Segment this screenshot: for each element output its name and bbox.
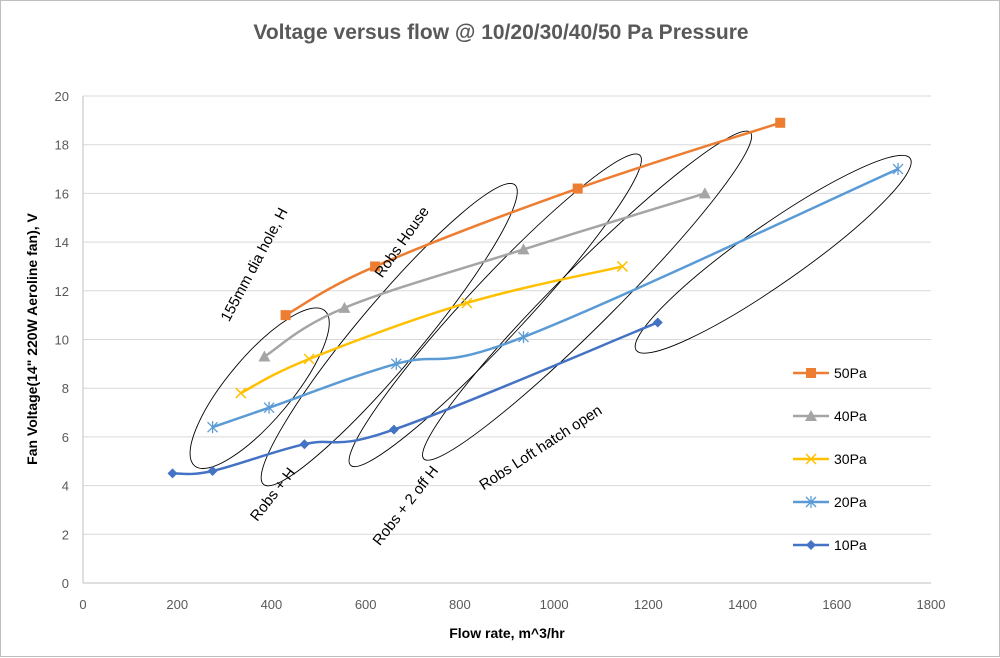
chart-title: Voltage versus flow @ 10/20/30/40/50 Pa …	[253, 21, 748, 44]
data-point-50pa	[370, 261, 381, 272]
legend-label-20pa: 20Pa	[834, 494, 867, 510]
y-tick-label: 10	[55, 333, 69, 348]
data-point-50pa	[280, 310, 291, 321]
data-point-30pa	[616, 260, 628, 272]
x-tick-label: 400	[261, 597, 283, 612]
legend-item-30pa: 30Pa	[793, 451, 867, 467]
x-axis-title: Flow rate, m^3/hr	[449, 625, 565, 641]
legend-marker-50pa	[806, 368, 816, 378]
data-point-30pa	[235, 387, 247, 399]
x-tick-label: 200	[166, 597, 188, 612]
legend-marker-30pa	[805, 453, 817, 465]
annotation-label-3: Robs + H	[247, 465, 299, 525]
data-point-20pa	[390, 357, 402, 370]
legend-item-10pa: 10Pa	[793, 537, 867, 553]
y-tick-label: 14	[55, 235, 69, 250]
x-tick-labels: 0 200 400 600 800 1000 1200 1400 1600 1800	[79, 597, 945, 612]
y-tick-label: 6	[62, 430, 69, 445]
data-point-40pa	[517, 243, 530, 255]
data-point-30pa	[303, 353, 315, 365]
series-line-30pa	[240, 265, 623, 395]
y-tick-label: 0	[62, 576, 69, 591]
legend-item-50pa: 50Pa	[793, 365, 867, 381]
legend-label-50pa: 50Pa	[834, 365, 867, 381]
data-point-50pa	[572, 183, 583, 194]
data-point-20pa	[892, 163, 904, 176]
legend-item-20pa: 20Pa	[793, 494, 867, 510]
legend-marker-20pa	[805, 496, 817, 508]
annotation-ellipse-3	[348, 153, 642, 468]
legend-item-40pa: 40Pa	[793, 408, 867, 424]
series-10pa	[167, 317, 663, 479]
data-point-10pa	[388, 424, 399, 435]
data-point-10pa	[299, 439, 310, 450]
y-tick-label: 16	[55, 186, 69, 201]
series-20pa	[207, 163, 904, 434]
series-lines	[167, 117, 904, 479]
y-tick-label: 12	[55, 284, 69, 299]
x-tick-label: 600	[355, 597, 377, 612]
data-point-20pa	[518, 331, 529, 344]
y-tick-label: 8	[62, 381, 69, 396]
y-tick-labels: 0 2 4 6 8 10 12 14 16 18 20	[55, 89, 69, 591]
annotation-label-4: Robs + 2 off H	[370, 463, 443, 549]
data-point-40pa	[338, 301, 351, 313]
annotation-label-1: 155mm dia hole, H	[218, 205, 292, 324]
x-tick-label: 1200	[634, 597, 663, 612]
series-30pa	[235, 260, 628, 399]
annotation-ellipse-5	[634, 154, 912, 354]
x-tick-label: 1600	[822, 597, 851, 612]
data-point-10pa	[652, 317, 663, 328]
data-point-50pa	[775, 117, 786, 128]
y-tick-label: 18	[55, 138, 69, 153]
grid-lines	[83, 95, 931, 535]
data-point-40pa	[698, 187, 711, 199]
series-50pa	[280, 117, 786, 321]
annotation-ellipse-2	[260, 182, 518, 487]
legend-marker-40pa	[805, 410, 817, 421]
x-tick-label: 1000	[540, 597, 569, 612]
y-tick-label: 2	[62, 527, 69, 542]
data-point-30pa	[461, 297, 473, 309]
x-tick-label: 1400	[728, 597, 757, 612]
legend-label-40pa: 40Pa	[834, 408, 867, 424]
annotation-label-5: Robs Loft hatch open	[476, 402, 605, 494]
axes	[82, 96, 931, 584]
x-tick-label: 1800	[917, 597, 946, 612]
y-tick-label: 4	[62, 479, 69, 494]
x-tick-label: 0	[79, 597, 86, 612]
y-axis-title: Fan Voltage(14" 220W Aeroline fan), V	[24, 212, 40, 464]
data-point-10pa	[207, 465, 218, 476]
data-point-40pa	[258, 350, 271, 362]
y-tick-label: 20	[55, 89, 69, 104]
data-point-20pa	[207, 421, 219, 434]
data-point-10pa	[167, 468, 178, 479]
legend: 50Pa 40Pa 30Pa 20Pa 10Pa	[793, 365, 867, 553]
x-tick-label: 800	[449, 597, 471, 612]
data-point-20pa	[263, 401, 275, 414]
legend-marker-10pa	[806, 540, 816, 550]
series-line-50pa	[284, 121, 781, 317]
annotation-ellipse-1	[189, 307, 330, 469]
series-40pa	[258, 187, 711, 362]
legend-label-30pa: 30Pa	[834, 451, 867, 467]
series-line-40pa	[263, 192, 706, 358]
legend-label-10pa: 10Pa	[834, 537, 867, 553]
